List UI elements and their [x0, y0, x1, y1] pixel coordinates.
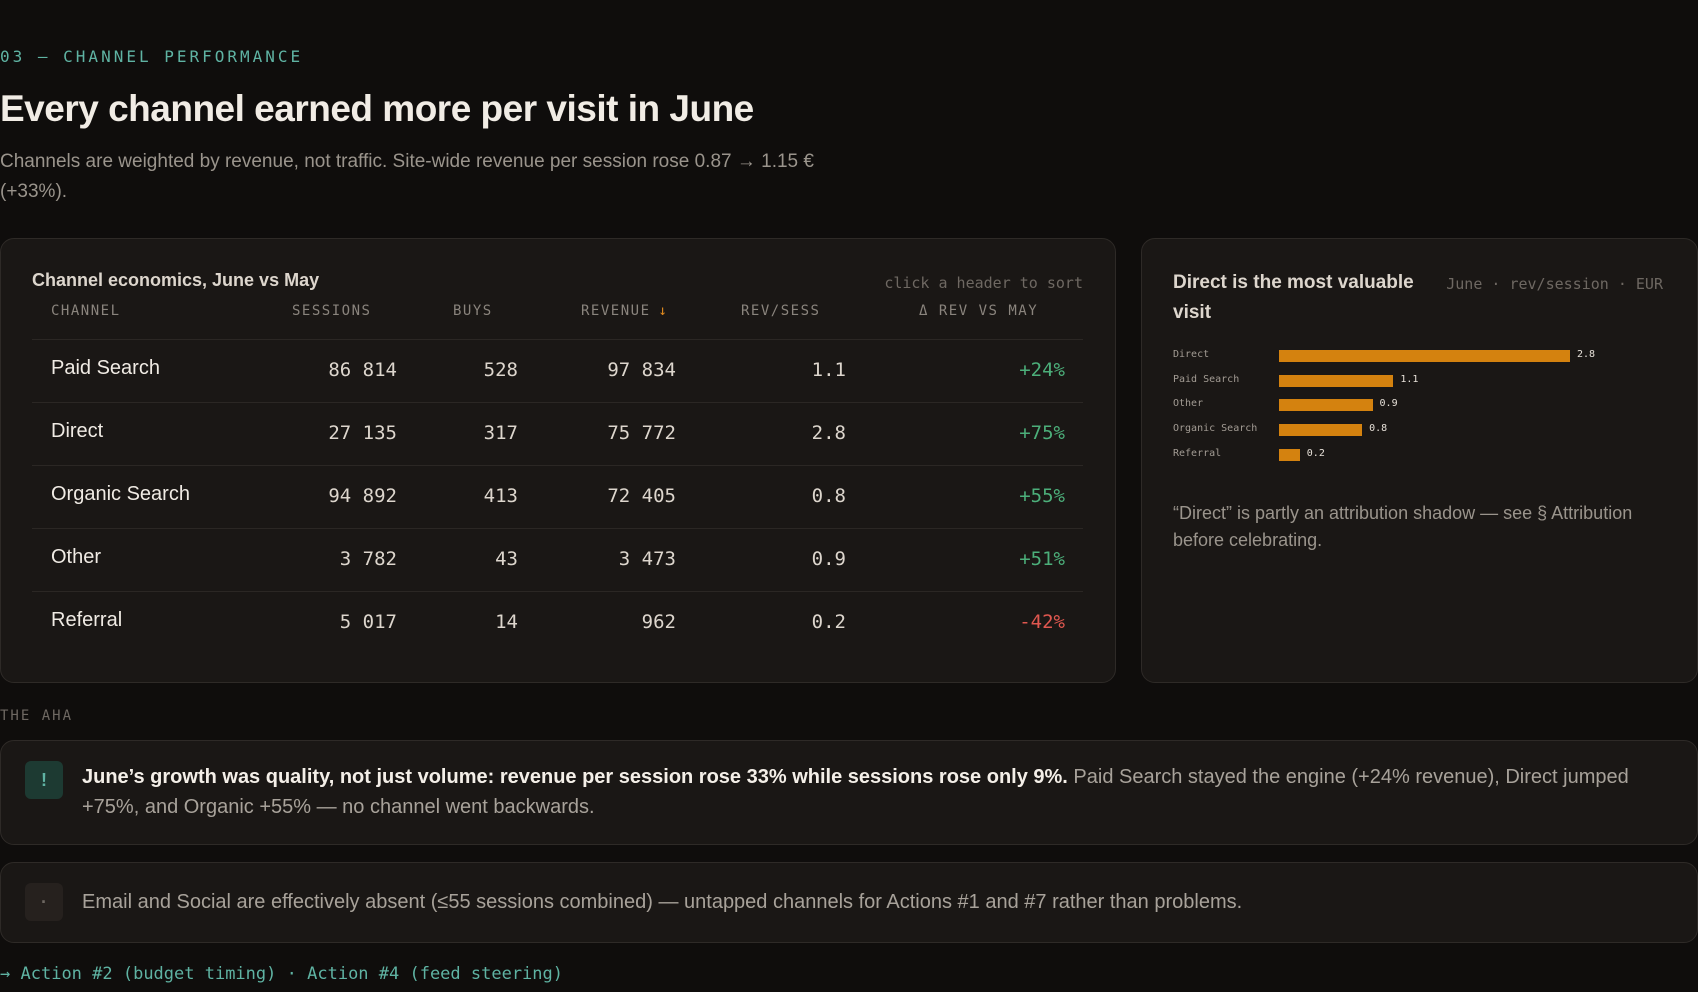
- channel-name: Organic Search: [51, 483, 190, 505]
- bar-label: Direct: [1173, 349, 1210, 360]
- bar-value: 1.1: [1400, 373, 1419, 385]
- bar: [1279, 448, 1300, 461]
- channel-name: Other: [51, 546, 102, 568]
- table-cell: 72 405: [607, 485, 676, 507]
- column-header[interactable]: REV/SESS: [741, 303, 821, 319]
- arrow: →: [0, 964, 11, 984]
- table-cell: +24%: [1019, 359, 1065, 381]
- table-cell: +55%: [1019, 485, 1065, 507]
- callout: [0, 740, 1698, 845]
- table-cell: 27 135: [328, 422, 397, 444]
- channel-name: Referral: [51, 609, 123, 631]
- bar: [1279, 399, 1373, 412]
- bar: [1279, 424, 1363, 437]
- kicker: 03 — CHANNEL PERFORMANCE: [0, 47, 304, 66]
- row-separator: [32, 591, 1083, 592]
- callout-icon: !: [25, 761, 63, 799]
- chart-subtitle: June · rev/session · EUR: [1446, 275, 1663, 293]
- section-label: THE AHA: [0, 708, 74, 724]
- chart-title: Direct is the most valuable visit: [1173, 272, 1414, 323]
- table-cell: 413: [483, 485, 518, 507]
- action-links: → Action #2 (budget timing) · Action #4 …: [0, 964, 563, 984]
- action-link[interactable]: Action #2 (budget timing): [20, 964, 277, 984]
- sort-hint: click a header to sort: [884, 274, 1083, 292]
- table-cell: 75 772: [607, 422, 676, 444]
- sort-indicator: ↓: [658, 303, 669, 319]
- table-cell: 0.2: [811, 611, 846, 633]
- row-separator: [32, 528, 1083, 529]
- bar: [1279, 350, 1570, 362]
- action-link[interactable]: Action #4 (feed steering): [307, 964, 563, 984]
- bar-value: 2.8: [1577, 349, 1596, 360]
- bar-label: Organic Search: [1173, 423, 1258, 435]
- table-cell: 43: [495, 548, 518, 570]
- chart-note: “Direct” is partly an attribution shadow…: [1173, 503, 1633, 550]
- column-header[interactable]: CHANNEL: [51, 303, 121, 319]
- table-cell: +75%: [1019, 422, 1065, 444]
- table-cell: 528: [483, 359, 518, 381]
- separator: ·: [286, 964, 297, 984]
- table-cell: +51%: [1019, 548, 1065, 570]
- channel-name: Direct: [51, 420, 104, 442]
- bar-value: 0.2: [1306, 447, 1325, 459]
- bar-label: Paid Search: [1173, 373, 1240, 385]
- chart-card: [1141, 238, 1698, 683]
- table-cell: 1.1: [811, 359, 846, 381]
- bar-value: 0.8: [1369, 423, 1388, 435]
- page-title: Every channel earned more per visit in J…: [0, 88, 754, 129]
- callout-icon: ·: [25, 883, 63, 921]
- column-header[interactable]: SESSIONS: [292, 303, 372, 319]
- column-header[interactable]: BUYS: [453, 303, 493, 319]
- callout-text: Email and Social are effectively absent …: [82, 891, 1243, 913]
- table-cell: 0.8: [811, 485, 846, 507]
- bar-value: 0.9: [1379, 398, 1398, 410]
- table-cell: 317: [483, 422, 518, 444]
- bar: [1279, 374, 1394, 387]
- table-cell: 5 017: [339, 611, 397, 633]
- callout-body: Paid Search stayed the engine (+24% reve…: [82, 766, 1629, 818]
- row-separator: [32, 465, 1083, 466]
- column-header[interactable]: Δ REV VS MAY: [919, 303, 1039, 319]
- table-card: [0, 238, 1116, 683]
- table-cell: 962: [641, 611, 676, 633]
- table-cell: 14: [495, 611, 518, 633]
- bar-label: Referral: [1173, 447, 1222, 459]
- row-separator: [32, 402, 1083, 403]
- bar-label: Other: [1173, 398, 1204, 410]
- table-cell: 97 834: [607, 359, 676, 381]
- callout-emphasis: June’s growth was quality, not just volu…: [82, 766, 1068, 788]
- table-cell: 3 473: [618, 548, 676, 570]
- table-title: Channel economics, June vs May: [32, 270, 320, 290]
- table-cell: -42%: [1019, 611, 1065, 633]
- callout: [0, 862, 1698, 943]
- table-cell: 2.8: [811, 422, 846, 444]
- column-header[interactable]: REVENUE ↓: [581, 303, 669, 319]
- channel-name: Paid Search: [51, 357, 160, 379]
- callout-text: June’s growth was quality, not just volu…: [82, 762, 1672, 822]
- table-cell: 94 892: [328, 485, 397, 507]
- page-subtitle: Channels are weighted by revenue, not tr…: [0, 151, 814, 202]
- table-cell: 86 814: [328, 359, 397, 381]
- row-separator: [32, 339, 1083, 340]
- table-cell: 3 782: [339, 548, 397, 570]
- table-cell: 0.9: [811, 548, 846, 570]
